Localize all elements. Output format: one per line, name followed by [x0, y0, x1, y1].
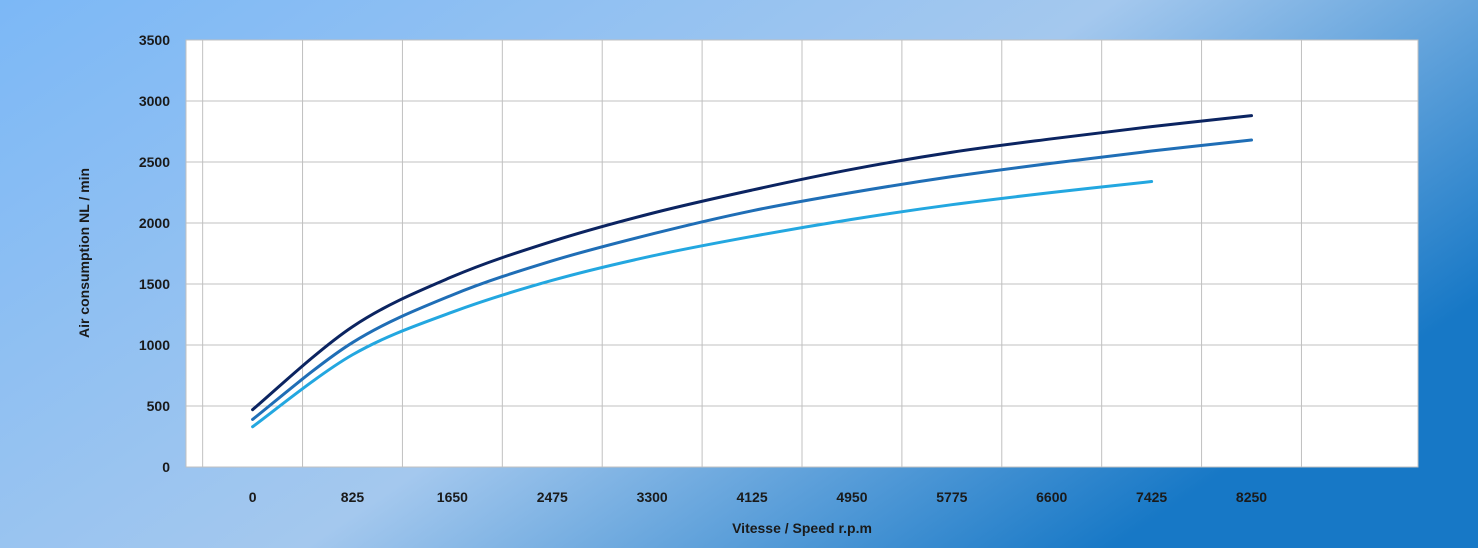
- y-tick-labels: 0 500 1000 1500 2000 2500 3000 3500: [139, 32, 170, 475]
- y-tick-label: 2000: [139, 215, 170, 231]
- x-tick-label: 825: [341, 489, 365, 505]
- grid-lines: [186, 39, 1418, 468]
- x-tick-label: 1650: [437, 489, 468, 505]
- y-axis-title: Air consumption NL / min: [76, 168, 92, 338]
- x-tick-label: 7425: [1136, 489, 1167, 505]
- y-tick-label: 0: [162, 459, 170, 475]
- y-tick-label: 2500: [139, 154, 170, 170]
- y-tick-label: 500: [147, 398, 171, 414]
- x-tick-label: 2475: [537, 489, 568, 505]
- y-tick-label: 3500: [139, 32, 170, 48]
- x-axis-title: Vitesse / Speed r.p.m: [732, 520, 872, 536]
- y-tick-label: 3000: [139, 93, 170, 109]
- x-tick-label: 5775: [936, 489, 967, 505]
- series-line-3: [251, 180, 1154, 429]
- x-tick-label: 0: [249, 489, 257, 505]
- series-line-2: [251, 138, 1254, 421]
- x-tick-label: 4950: [836, 489, 867, 505]
- y-tick-label: 1500: [139, 276, 170, 292]
- x-tick-label: 4125: [736, 489, 767, 505]
- series-layer: [251, 114, 1254, 429]
- y-tick-label: 1000: [139, 337, 170, 353]
- x-tick-labels: 0 825 1650 2475 3300 4125 4950 5775 6600 7425 8250: [249, 489, 1268, 505]
- series-line-1: [251, 114, 1254, 412]
- x-tick-label: 8250: [1236, 489, 1267, 505]
- x-tick-label: 3300: [637, 489, 668, 505]
- x-tick-label: 6600: [1036, 489, 1067, 505]
